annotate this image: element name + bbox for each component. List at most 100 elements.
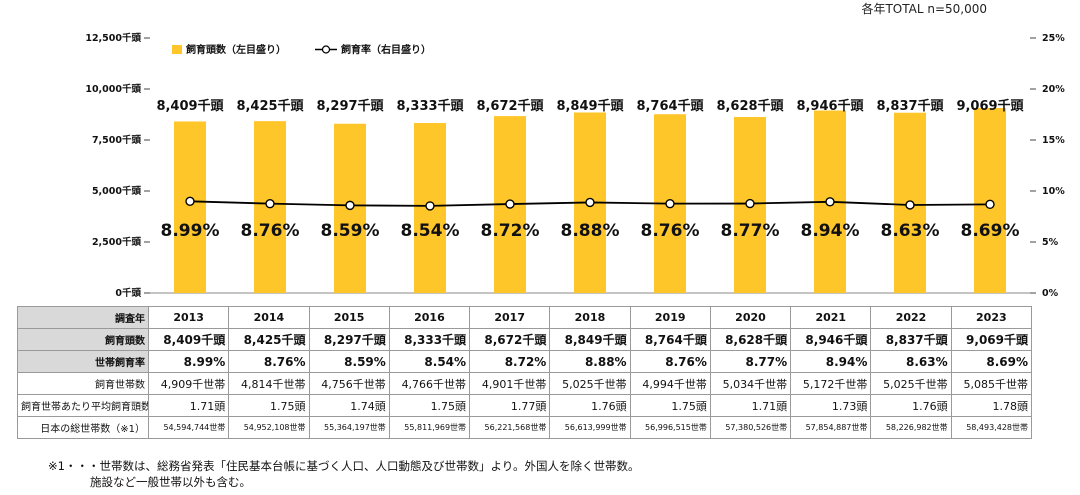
table-header-row: 調査年 2013 2014 2015 2016 2017 2018 2019 2020 2021 2…	[17, 306, 1033, 329]
left-tick-label: 12,500千頭	[85, 32, 141, 44]
table-cell: 1.75頭	[228, 394, 310, 417]
table-cell: 8,672千頭	[469, 328, 551, 351]
footnote-line-1: ※1・・・世帯数は、総務省発表「住民基本台帳に基づく人口、人口動態及び世帯数」よ…	[48, 459, 640, 473]
table-cell: 58,493,428世帯	[950, 416, 1033, 439]
row-header: 飼育世帯あたり平均飼育頭数	[17, 394, 149, 417]
table-cell: 1.75頭	[629, 394, 711, 417]
right-tick-label: 25%	[1042, 33, 1065, 44]
row-header: 飼育世帯数	[17, 372, 149, 395]
rate-value-label: 8.72%	[481, 221, 540, 241]
bar-value-label: 8,333千頭	[396, 98, 464, 114]
rate-point-2019	[665, 198, 675, 209]
table-cell: 8,837千頭	[870, 328, 952, 351]
table-cell: 5,025千世帯	[549, 372, 631, 395]
row-header: 調査年	[17, 306, 149, 329]
right-tick-label: 5%	[1042, 237, 1059, 248]
table-cell: 1.75頭	[388, 394, 471, 417]
rate-value-label: 8.54%	[401, 221, 460, 241]
table-cell: 8.77%	[709, 350, 792, 373]
bar-value-label: 8,837千頭	[876, 98, 944, 114]
table-cell: 8.76%	[629, 350, 711, 373]
table-cell: 8.76%	[228, 350, 310, 373]
table-cell: 1.71頭	[147, 394, 230, 417]
bar-value-label: 8,946千頭	[796, 98, 864, 114]
right-tick-label: 20%	[1042, 84, 1065, 95]
rate-point-2016	[425, 201, 435, 211]
rate-point-2021	[825, 197, 835, 207]
legend-bar-label: 飼育頭数（左目盛り）	[185, 43, 286, 56]
table-cell: 4,756千世帯	[308, 372, 390, 395]
bar-2013	[174, 121, 206, 294]
table-cell: 9,069千頭	[950, 328, 1033, 351]
legend-line-label: 飼育率（右目盛り）	[340, 43, 431, 56]
table-cell: 1.76頭	[549, 394, 631, 417]
bar-value-label: 8,425千頭	[236, 98, 304, 114]
table-cell: 8,409千頭	[147, 328, 230, 351]
table-cell: 8.72%	[469, 350, 551, 373]
table-cell: 8.54%	[388, 350, 471, 373]
table-cell: 1.74頭	[308, 394, 390, 417]
rate-point-2020	[745, 198, 755, 209]
year-header-cell: 2017	[469, 306, 551, 329]
table-cell: 58,226,982世帯	[870, 416, 952, 439]
rate-point-2017	[505, 199, 515, 209]
table-cell: 8,946千頭	[790, 328, 872, 351]
table-cell: 4,901千世帯	[469, 372, 551, 395]
table-cell: 57,380,526世帯	[709, 416, 792, 439]
bar-value-label: 8,409千頭	[156, 98, 224, 114]
table-cell: 5,172千世帯	[790, 372, 872, 395]
left-tick-label: 2,500千頭	[92, 236, 142, 248]
year-header-cell: 2022	[870, 306, 952, 329]
table-cell: 8,425千頭	[228, 328, 310, 351]
legend-bar-swatch	[172, 45, 182, 54]
table-cell: 57,854,887世帯	[790, 416, 872, 439]
rate-value-label: 8.63%	[881, 221, 940, 241]
year-header-cell: 2019	[629, 306, 711, 329]
bar-value-label: 8,764千頭	[636, 98, 704, 114]
table-cell: 8.94%	[790, 350, 872, 373]
total-sample-note: 各年TOTAL n=50,000	[861, 2, 987, 16]
data-table: 調査年 2013 2014 2015 2016 2017 2018 2019 2020 2021 2…	[17, 306, 1033, 439]
table-row: 飼育世帯数 4,909千世帯 4,814千世帯 4,756千世帯 4,766千世帯 4,9…	[17, 372, 1033, 395]
table-cell: 56,613,999世帯	[549, 416, 631, 439]
table-cell: 8.63%	[870, 350, 952, 373]
rate-point-2014	[265, 198, 275, 209]
year-header-cell: 2014	[228, 306, 310, 329]
rate-point-2018	[585, 197, 595, 208]
bar-value-label: 8,672千頭	[476, 98, 544, 114]
table-cell: 8,628千頭	[709, 328, 792, 351]
row-header: 日本の総世帯数（※1）	[17, 416, 149, 439]
rate-value-label: 8.99%	[161, 221, 220, 241]
table-cell: 56,996,515世帯	[629, 416, 711, 439]
footnote-line-2: 施設など一般世帯以外も含む。	[90, 475, 251, 489]
table-cell: 1.71頭	[709, 394, 792, 417]
year-header-cell: 2016	[388, 306, 471, 329]
table-cell: 8,764千頭	[629, 328, 711, 351]
rate-point-2022	[905, 200, 915, 210]
table-cell: 8.69%	[950, 350, 1033, 373]
table-row: 飼育頭数 8,409千頭 8,425千頭 8,297千頭 8,333千頭 8,672千頭 8…	[17, 328, 1033, 351]
table-cell: 56,221,568世帯	[469, 416, 551, 439]
year-header-cell: 2023	[950, 306, 1033, 329]
left-tick-label: 5,000千頭	[92, 185, 142, 197]
table-cell: 8.59%	[308, 350, 390, 373]
table-cell: 8.99%	[147, 350, 230, 373]
rate-point-2015	[345, 200, 355, 211]
table-row: 日本の総世帯数（※1） 54,594,744世帯 54,952,108世帯 55,36…	[17, 416, 1033, 439]
bar-value-label: 8,849千頭	[556, 98, 624, 114]
table-cell: 1.73頭	[790, 394, 872, 417]
table-cell: 55,364,197世帯	[308, 416, 390, 439]
chart-canvas: 0千頭 2,500千頭 5,000千頭 7,500千頭 10,000千頭 12,500千頭…	[85, 32, 1065, 299]
left-tick-label: 10,000千頭	[85, 83, 141, 95]
table-cell: 8,849千頭	[549, 328, 631, 351]
footnote: ※1・・・世帯数は、総務省発表「住民基本台帳に基づく人口、人口動態及び世帯数」よ…	[48, 458, 640, 490]
left-tick-label: 0千頭	[115, 287, 141, 299]
year-header-cell: 2013	[147, 306, 230, 329]
table-cell: 5,034千世帯	[709, 372, 792, 395]
year-header-cell: 2020	[709, 306, 792, 329]
table-row: 世帯飼育率 8.99% 8.76% 8.59% 8.54% 8.72% 8.88% 8.76%…	[17, 350, 1033, 373]
table-cell: 4,994千世帯	[629, 372, 711, 395]
table-cell: 8,333千頭	[388, 328, 471, 351]
right-tick-label: 10%	[1042, 186, 1065, 197]
rate-value-label: 8.88%	[561, 221, 620, 241]
